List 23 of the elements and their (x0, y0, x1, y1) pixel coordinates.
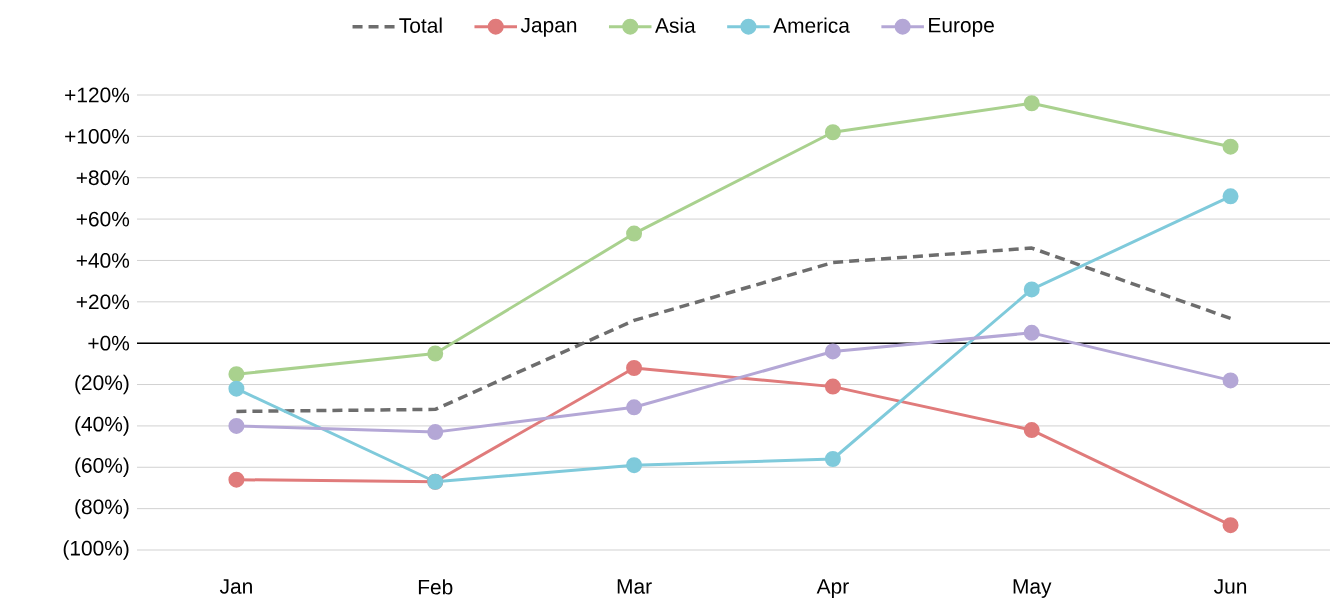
y-tick-label: +0% (88, 335, 130, 351)
x-tick-label: Jan (219, 579, 252, 594)
x-tick-label: May (1013, 579, 1052, 598)
y-tick-label: +80% (76, 170, 130, 186)
x-tick-label: Feb (418, 579, 453, 595)
legend-label: Europe (929, 17, 994, 37)
y-tick-label: +20% (76, 294, 130, 310)
y-tick-label: +60% (76, 211, 130, 227)
legend-label: America (773, 17, 850, 33)
legend-label: Asia (655, 17, 696, 33)
y-tick-label: (40%) (75, 416, 129, 436)
y-tick-label: (100%) (63, 540, 129, 560)
y-tick-label: +40% (76, 253, 130, 268)
legend-label: Japan (520, 17, 577, 37)
y-tick-label: +100% (65, 128, 130, 144)
x-tick-label: Apr (816, 579, 849, 598)
x-tick-label: Jun (1214, 579, 1247, 594)
y-tick-label: (20%) (75, 374, 129, 395)
y-tick-label: (80%) (75, 498, 129, 519)
y-tick-label: (60%) (75, 457, 129, 478)
y-tick-label: +120% (65, 87, 130, 103)
x-tick-label: Mar (617, 579, 652, 594)
legend-label: Total (399, 17, 442, 33)
